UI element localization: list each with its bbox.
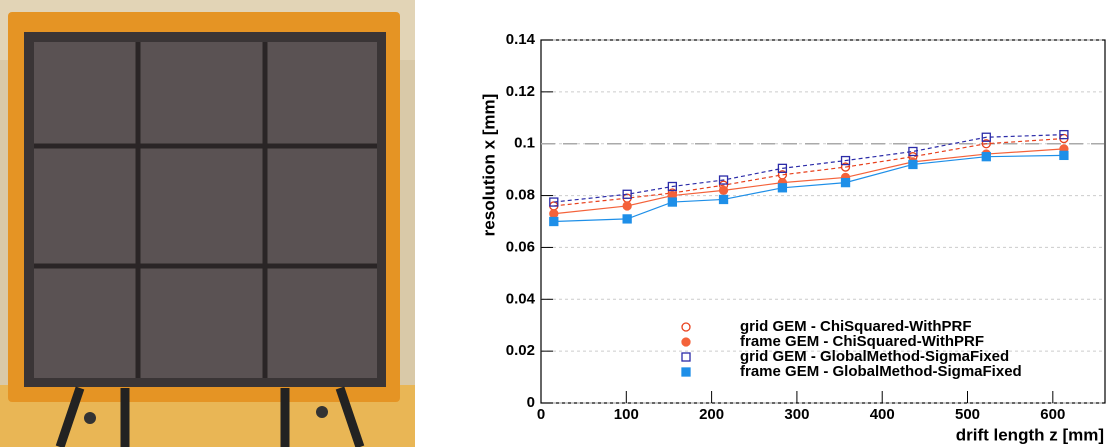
data-point [622, 214, 632, 224]
y-tick-label: 0.02 [506, 342, 535, 359]
data-point [840, 155, 851, 166]
detector-photo [0, 0, 415, 447]
cable [55, 386, 85, 447]
data-point [981, 152, 991, 162]
legend-marker [681, 352, 691, 362]
data-point [718, 185, 729, 196]
data-point [718, 175, 729, 185]
series-line [553, 154, 1064, 223]
data-point [908, 159, 918, 170]
legend-marker [681, 367, 691, 377]
y-tick-label: 0.1 [514, 135, 535, 152]
data-point [549, 209, 559, 219]
y-tick-label: 0 [527, 394, 535, 411]
x-axis-title: drift length z [mm] [956, 425, 1104, 444]
series-line [553, 134, 1064, 203]
x-tick-label: 300 [784, 406, 809, 423]
cable [335, 386, 365, 447]
cables [55, 386, 365, 447]
data-point [840, 177, 851, 188]
legend-label: grid GEM - ChiSquared-WithPRF [740, 318, 972, 335]
data-point [981, 132, 991, 142]
x-tick-label: 200 [699, 406, 724, 423]
data-point [840, 162, 851, 172]
y-tick-label: 0.04 [506, 290, 536, 307]
data-point [908, 146, 918, 157]
y-tick-label: 0.12 [506, 83, 535, 100]
x-tick-label: 600 [1040, 406, 1065, 423]
x-tick-label: 100 [614, 406, 639, 423]
legend-label: frame GEM - GlobalMethod-SigmaFixed [740, 363, 1022, 380]
data-point [1059, 150, 1069, 161]
x-tick-label: 0 [537, 406, 545, 423]
legend-marker [681, 322, 691, 332]
screw [84, 412, 96, 424]
x-tick-label: 400 [870, 406, 895, 423]
data-point [622, 201, 632, 211]
data-point [981, 139, 991, 149]
legend-label: grid GEM - GlobalMethod-SigmaFixed [740, 348, 1009, 365]
legend-label: frame GEM - ChiSquared-WithPRF [740, 333, 984, 350]
y-tick-label: 0.14 [506, 31, 536, 48]
legend-marker [681, 337, 691, 347]
y-tick-label: 0.08 [506, 187, 535, 204]
data-point [777, 163, 788, 173]
data-point [777, 183, 788, 193]
data-point [622, 189, 632, 199]
data-point [667, 181, 678, 192]
x-tick-label: 500 [955, 406, 980, 423]
data-point [1059, 129, 1069, 140]
active-area [34, 42, 377, 378]
data-point [718, 194, 729, 205]
screw [316, 406, 328, 418]
sector-lines [34, 42, 377, 378]
data-point [549, 197, 559, 207]
data-point [549, 216, 559, 227]
y-axis-title: resolution x [mm] [479, 94, 498, 237]
data-point [667, 197, 678, 207]
y-tick-label: 0.06 [506, 238, 535, 255]
